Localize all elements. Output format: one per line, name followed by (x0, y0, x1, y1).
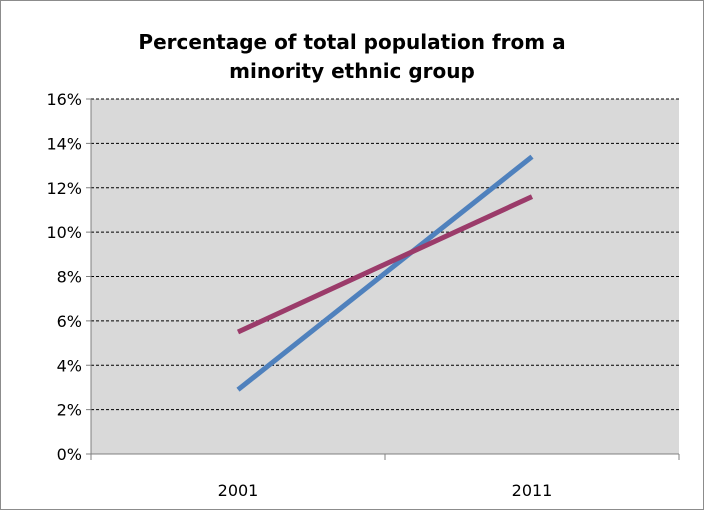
chart-title: Percentage of total population from a mi… (138, 30, 566, 83)
plot-background (91, 99, 679, 454)
y-tick-label: 6% (57, 312, 82, 331)
x-axis-tick-labels: 2001 2011 (218, 481, 553, 500)
y-tick-label: 10% (46, 223, 82, 242)
y-tick-label: 8% (57, 268, 82, 287)
series-line-2 (236, 194, 534, 335)
y-tick-label: 16% (46, 90, 82, 109)
series-line-1 (236, 154, 534, 392)
y-tick-label: 12% (46, 179, 82, 198)
y-tick-label: 2% (57, 401, 82, 420)
y-tick-label: 0% (57, 445, 82, 464)
y-tick-label: 14% (46, 134, 82, 153)
series-lines (236, 154, 534, 392)
y-axis-tick-labels: 0% 2% 4% 6% 8% 10% 12% 14% 16% (46, 90, 82, 464)
gridlines (91, 98, 679, 411)
axes (86, 98, 680, 460)
x-tick-label: 2001 (218, 481, 259, 500)
plot-area (91, 99, 679, 454)
y-tick-label: 4% (57, 356, 82, 375)
x-tick-label: 2011 (512, 481, 553, 500)
